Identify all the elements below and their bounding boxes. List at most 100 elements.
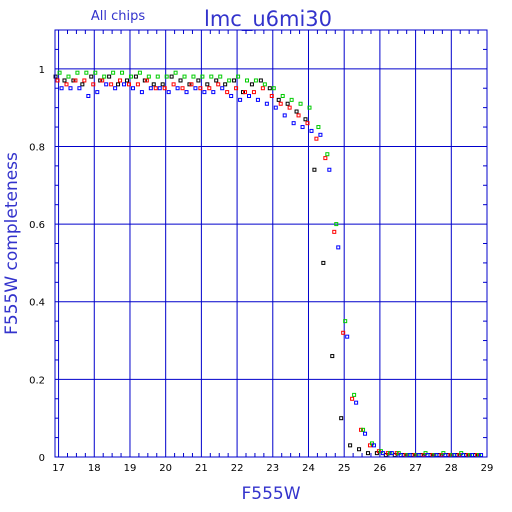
data-point [137,70,142,75]
data-point [220,86,225,91]
data-point [160,82,165,87]
y-tick-label: 0.4 [29,298,45,309]
data-point [323,156,328,161]
data-point [75,70,80,75]
data-point [269,93,274,98]
data-point [267,86,272,91]
data-point [171,82,176,87]
data-point [339,416,344,421]
data-point [120,70,125,75]
data-point [287,105,292,110]
data-point [151,82,156,87]
data-point [232,78,237,83]
data-point [253,78,258,83]
data-point [64,82,69,87]
data-point [276,97,281,102]
data-point [389,451,394,456]
data-point [298,101,303,106]
data-point [175,86,180,91]
data-point [139,90,144,95]
data-point [146,74,151,79]
x-tick-label: 24 [302,463,315,474]
data-point [336,245,341,250]
data-point [102,74,107,79]
tick-labels: 17 18 19 20 21 22 23 24 25 26 27 28 29 0 0.2 0.4 0.6 0.8 1 [29,65,493,474]
data-point [122,82,127,87]
data-point [236,74,241,79]
data-point [89,74,94,79]
data-point [365,451,370,456]
data-point [207,86,212,91]
data-point [316,125,321,130]
data-point [285,101,290,106]
data-point [380,451,385,456]
data-point [55,78,60,83]
data-point [191,74,196,79]
data-point [169,74,174,79]
data-point [371,443,376,448]
data-point [155,74,160,79]
chart-left-title: All chips [91,9,145,24]
data-point [348,443,353,448]
data-point [189,82,194,87]
data-point [229,93,234,98]
data-point [264,101,269,106]
data-point [330,354,335,359]
data-point [214,78,219,83]
data-point [303,117,308,122]
data-point [278,101,283,106]
data-point [144,78,149,83]
data-point [126,82,131,87]
data-point [354,400,359,405]
data-series-3 [57,70,482,458]
data-point [100,78,105,83]
data-point [178,78,183,83]
chart-title: lmc_u6mi30 [204,7,332,32]
y-axis-label: F555W completeness [2,152,22,335]
data-point [325,152,330,157]
data-point [200,74,205,79]
y-tick-label: 0 [39,453,45,464]
data-point [86,93,91,98]
data-point [180,86,185,91]
data-point [314,136,319,141]
data-point [107,74,112,79]
data-point [162,86,167,91]
data-point [294,109,299,114]
data-point [341,330,346,335]
data-point [109,82,114,87]
data-point [332,229,337,234]
data-point [84,70,89,75]
data-point [95,90,100,95]
y-tick-label: 0.2 [29,375,45,386]
data-point [218,74,223,79]
data-point [305,121,310,126]
data-point [135,82,140,87]
data-point [238,97,243,102]
data-point [164,74,169,79]
data-point [296,113,301,118]
data-point [193,86,198,91]
data-point [104,82,109,87]
data-point [343,319,348,324]
data-point [57,70,62,75]
x-tick-label: 20 [159,463,172,474]
data-point [345,334,350,339]
data-point [291,121,296,126]
x-tick-label: 25 [338,463,351,474]
data-point [157,86,162,91]
data-point [209,74,214,79]
data-point [62,78,67,83]
data-point [280,93,285,98]
data-point [327,167,332,172]
data-point [357,447,362,452]
data-point [216,82,221,87]
data-point [282,113,287,118]
data-point [182,74,187,79]
data-point [223,82,228,87]
data-series [53,70,484,458]
data-point [93,70,98,75]
data-point [245,78,250,83]
data-point [173,70,178,75]
data-point [53,74,58,79]
